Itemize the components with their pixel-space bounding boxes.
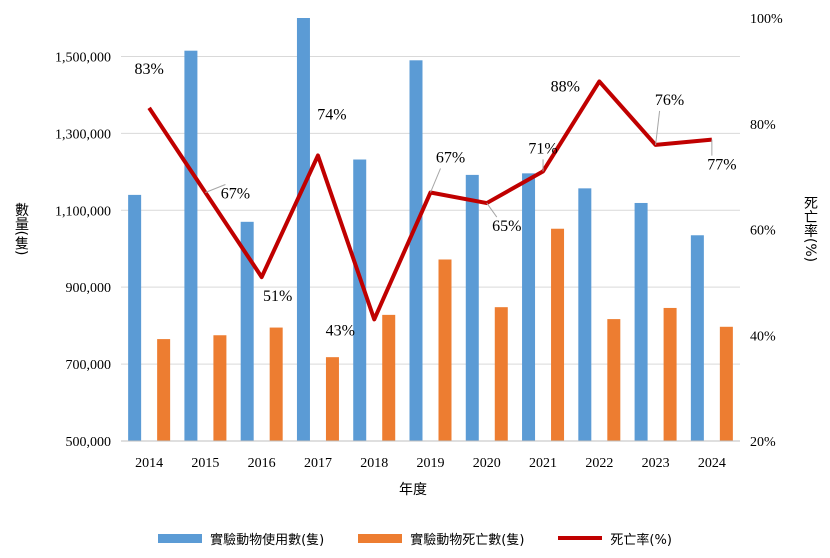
y-left-tick-label: 900,000 [66,281,112,296]
bar-deaths [551,228,565,441]
chart-svg: 500,000 700,000 900,000 1,100,000 1,300,000 1… [13,12,818,498]
y-left-tick-label: 1,100,000 [55,204,111,219]
x-tick-label: 2019 [417,456,445,471]
bar-usage [409,60,423,442]
data-label: 76% [655,92,684,109]
y-left-axis-title: 數量(隻) [13,203,29,256]
y-left-tick-label: 1,300,000 [55,127,111,142]
x-tick-label: 2018 [360,456,388,471]
x-axis-title: 年度 [399,482,427,498]
bar-usage [296,18,310,441]
y-right-axis-title: 死亡率(%) [802,196,818,262]
bar-usage [522,173,536,441]
data-label: 43% [326,322,355,339]
bar-usage [353,159,367,441]
x-tick-label: 2023 [642,456,670,471]
legend-item-deaths: 實驗動物死亡數(隻) [358,529,524,548]
legend-item-rate: 死亡率(%) [558,529,672,548]
legend-item-usage: 實驗動物使用數(隻) [158,529,324,548]
bar-usage [634,202,648,441]
x-tick-label: 2017 [304,456,332,471]
bar-usage [128,194,142,441]
bar-deaths [157,339,171,441]
y-right-tick-label: 60% [750,224,776,239]
bar-usage [240,221,254,441]
bar-usage [578,188,592,441]
bar-usage [690,235,704,441]
bar-deaths [607,319,621,441]
bar-deaths [382,314,396,441]
legend-swatch-usage [158,533,203,543]
y-right-tick-label: 100% [750,12,783,27]
data-label: 88% [551,78,580,95]
legend: 實驗動物使用數(隻) 實驗動物死亡數(隻) 死亡率(%) [0,525,830,551]
bar-deaths [663,307,677,441]
legend-swatch-rate [558,536,603,540]
x-tick-label: 2024 [698,456,726,471]
y-right-tick-label: 80% [750,118,776,133]
data-label-leader [205,184,226,193]
x-tick-label: 2020 [473,456,501,471]
bar-deaths [325,357,339,441]
x-tick-label: 2021 [529,456,557,471]
x-tick-label: 2022 [585,456,613,471]
legend-label-usage: 實驗動物使用數(隻) [210,532,325,548]
data-label: 71% [528,140,557,157]
bar-deaths [213,335,227,441]
y-left-tick-label: 700,000 [66,358,112,373]
data-label: 67% [436,149,465,166]
data-label: 83% [134,61,163,78]
data-label: 51% [263,288,292,305]
data-label: 65% [492,218,521,235]
y-right-tick-label: 40% [750,329,776,344]
bar-deaths [269,327,283,441]
x-tick-label: 2016 [248,456,276,471]
data-label: 67% [221,185,250,202]
data-label: 74% [317,106,346,123]
data-label-leader [430,168,441,193]
bar-deaths [438,259,452,441]
x-tick-label: 2014 [135,456,163,471]
data-label: 77% [707,157,736,174]
bar-usage [184,50,198,441]
bar-usage [465,174,479,442]
bar-deaths [719,326,733,441]
x-tick-label: 2015 [191,456,219,471]
legend-label-rate: 死亡率(%) [610,532,672,548]
y-left-tick-label: 500,000 [66,435,112,450]
y-right-tick-label: 20% [750,435,776,450]
data-label-leader [655,110,661,145]
data-label-leader [486,202,498,218]
legend-swatch-deaths [358,533,403,543]
bar-deaths [494,307,508,441]
legend-label-deaths: 實驗動物死亡數(隻) [410,532,525,548]
y-left-tick-label: 1,500,000 [55,50,111,65]
